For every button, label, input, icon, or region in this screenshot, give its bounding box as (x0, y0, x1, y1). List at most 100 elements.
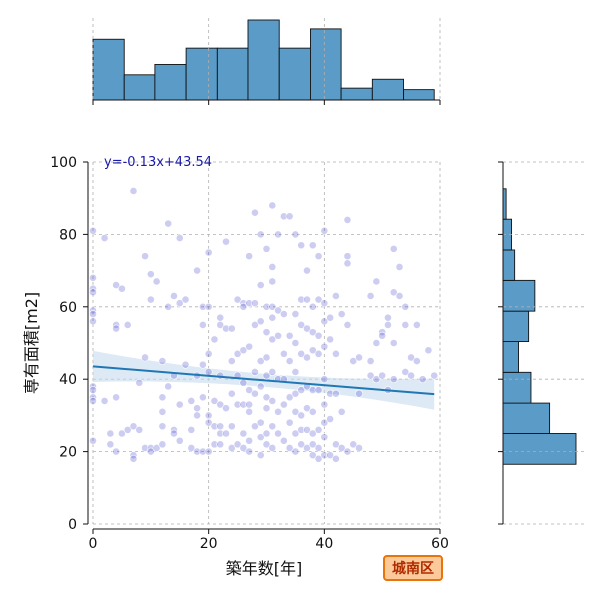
scatter-point (193, 411, 201, 420)
scatter-point (297, 295, 306, 304)
scatter-point (285, 357, 294, 365)
scatter-point (308, 241, 317, 250)
scatter-point (279, 212, 288, 221)
scatter-point (251, 389, 259, 398)
scatter-point (285, 393, 294, 402)
scatter-point (112, 324, 121, 333)
scatter-point (216, 429, 225, 438)
scatter-point (401, 368, 410, 376)
scatter-point (349, 357, 358, 365)
scatter-point (245, 299, 254, 308)
scatter-point (256, 382, 265, 391)
scatter-point (303, 444, 311, 452)
scatter-point (274, 306, 282, 315)
ticks: 0 20 40 60 0 20 40 60 80 100 (50, 100, 503, 552)
scatter-point (123, 425, 132, 434)
top-hist-bar (310, 28, 342, 101)
scatter-point (355, 353, 363, 362)
y-axis-label: 専有面積[m2] (22, 292, 41, 394)
scatter-point (198, 302, 207, 311)
scatter-point (326, 313, 335, 322)
scatter-point (320, 317, 329, 326)
scatter-point (279, 436, 288, 445)
scatter-point (239, 400, 248, 409)
scatter-point (303, 404, 311, 413)
scatter-point (164, 219, 173, 228)
scatter-point (343, 320, 352, 329)
scatter-point (89, 310, 97, 318)
scatter-point (291, 310, 300, 318)
scatter-point (326, 451, 335, 460)
scatter-point (401, 320, 410, 329)
scatter-point (216, 320, 225, 329)
scatter-point (170, 292, 178, 300)
top-hist-bar (92, 38, 125, 101)
scatter-point (308, 429, 317, 438)
scatter-point (314, 425, 323, 434)
scatter-point (337, 310, 346, 318)
top-hist-bar (185, 47, 218, 101)
scatter-point (233, 440, 242, 449)
top-hist-bar (403, 89, 435, 101)
scatter-point (89, 317, 97, 326)
scatter-point (366, 357, 375, 365)
scatter-points (89, 187, 439, 463)
scatter-point (430, 371, 439, 380)
scatter-point (297, 425, 306, 434)
scatter-point (262, 302, 271, 311)
scatter-point (389, 244, 398, 253)
scatter-point (268, 397, 277, 405)
x-tick-label: 20 (200, 536, 218, 552)
scatter-point (164, 382, 173, 391)
scatter-point (204, 248, 213, 257)
scatter-point (158, 422, 167, 431)
scatter-point (320, 226, 329, 235)
scatter-point (407, 371, 415, 380)
scatter-point (251, 320, 259, 329)
scatter-point (291, 447, 300, 456)
scatter-point (256, 451, 265, 460)
scatter-point (262, 371, 271, 380)
scatter-point (204, 302, 213, 311)
scatter-point (239, 302, 248, 311)
y-tick-label: 80 (59, 227, 77, 243)
scatter-point (418, 375, 427, 384)
right-hist-bar (502, 310, 530, 343)
scatter-point (268, 302, 277, 311)
regression-line-group (92, 365, 435, 396)
right-hist-bar (502, 433, 577, 465)
scatter-point (320, 375, 329, 384)
scatter-point (262, 244, 271, 253)
scatter-point (100, 397, 109, 405)
main-grid (92, 161, 441, 525)
scatter-point (89, 436, 97, 445)
scatter-point (198, 360, 207, 369)
scatter-point (412, 357, 421, 365)
x-tick-label: 0 (89, 536, 98, 552)
scatter-point (106, 440, 115, 449)
scatter-point (227, 422, 236, 431)
top-hist-bar (123, 74, 156, 101)
scatter-point (158, 407, 167, 416)
scatter-point (424, 346, 433, 355)
scatter-point (89, 386, 97, 394)
scatter-point (89, 226, 97, 235)
y-tick-label: 40 (59, 372, 77, 388)
scatter-point (262, 353, 271, 362)
scatter-point (343, 259, 352, 268)
scatter-point (291, 368, 300, 376)
scatter-point (262, 393, 271, 402)
scatter-point (297, 411, 306, 420)
scatter-point (314, 331, 323, 340)
scatter-point (256, 357, 265, 365)
scatter-point (331, 454, 340, 463)
scatter-point (239, 346, 248, 355)
scatter-point (152, 444, 161, 452)
scatter-point (326, 415, 335, 423)
top-hist-bar (278, 47, 311, 101)
right-hist-bar (502, 249, 516, 281)
scatter-point (384, 320, 392, 329)
scatter-point (314, 295, 323, 304)
scatter-point (233, 295, 242, 304)
